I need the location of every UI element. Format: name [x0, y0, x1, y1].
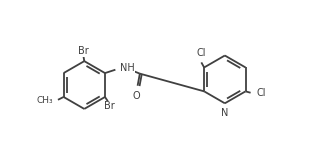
- Text: Br: Br: [104, 101, 114, 111]
- Text: NH: NH: [120, 63, 134, 73]
- Text: O: O: [133, 91, 140, 101]
- Text: Br: Br: [78, 46, 89, 56]
- Text: Cl: Cl: [256, 88, 266, 98]
- Text: CH₃: CH₃: [36, 96, 53, 105]
- Text: N: N: [221, 108, 229, 118]
- Text: Cl: Cl: [196, 48, 205, 58]
